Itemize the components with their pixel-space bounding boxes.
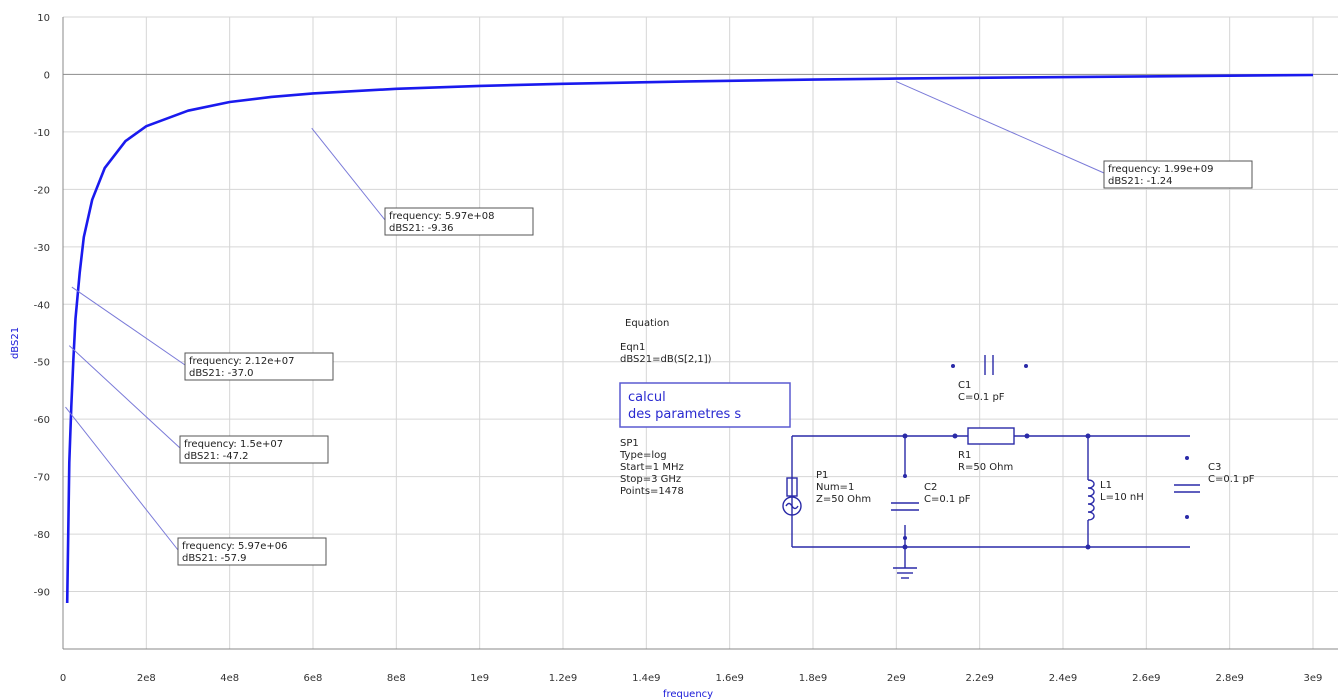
sp-stop: Stop=3 GHz <box>620 474 681 485</box>
marker-leader <box>896 81 1105 174</box>
y-tick-label: -60 <box>34 415 50 426</box>
equation-expression: dBS21=dB(S[2,1]) <box>620 354 712 365</box>
ac-source-icon <box>782 496 802 516</box>
marker-leader <box>71 286 186 366</box>
x-tick-label: 1.6e9 <box>715 673 743 684</box>
ground-icon <box>893 547 917 579</box>
marker-box <box>177 537 327 566</box>
marker-frequency: frequency: 1.99e+09 <box>1108 164 1214 175</box>
l1-name: L1 <box>1100 480 1112 491</box>
x-tick-label: 2e9 <box>887 673 906 684</box>
sp-points: Points=1478 <box>620 486 684 497</box>
marker-leader <box>311 127 386 221</box>
marker-leader <box>65 406 179 551</box>
y-tick-label: -50 <box>34 358 50 369</box>
y-tick-label: -30 <box>34 243 50 254</box>
equation-block[interactable]: Equation Eqn1 dBS21=dB(S[2,1]) <box>620 318 712 365</box>
x-tick-label: 1.8e9 <box>799 673 827 684</box>
y-tick-label: 0 <box>44 70 50 81</box>
marker-value: dBS21: -9.36 <box>389 223 454 234</box>
y-tick-label: -20 <box>34 185 50 196</box>
grid <box>62 16 1338 650</box>
capacitor-c2[interactable]: C2 C=0.1 pF <box>891 482 971 511</box>
p1-name: P1 <box>816 470 828 481</box>
c2-value: C=0.1 pF <box>924 494 971 505</box>
c1-value: C=0.1 pF <box>958 392 1005 403</box>
x-tick-label: 1.4e9 <box>632 673 660 684</box>
c3-name: C3 <box>1208 462 1221 473</box>
marker-value: dBS21: -1.24 <box>1108 176 1173 187</box>
y-tick-label: -80 <box>34 530 50 541</box>
series-layer <box>65 73 1314 604</box>
marker-box <box>384 207 534 236</box>
x-tick-label: 2.2e9 <box>965 673 993 684</box>
port-resistor-icon <box>786 477 798 497</box>
y-axis-label: dBS21 <box>10 327 21 359</box>
marker-leader <box>68 345 181 449</box>
equation-name: Eqn1 <box>620 342 645 353</box>
series-line <box>65 73 1314 604</box>
y-tick-label: 10 <box>37 13 50 24</box>
equation-title: Equation <box>625 318 669 329</box>
marker-value: dBS21: -57.9 <box>182 553 247 564</box>
r1-value: R=50 Ohm <box>958 462 1013 473</box>
inductor-icon <box>1087 479 1095 521</box>
marker-box <box>1103 160 1253 189</box>
marker-box <box>184 352 334 381</box>
marker-value: dBS21: -37.0 <box>189 368 254 379</box>
comment-line-2: des parametres s <box>628 407 741 422</box>
port-p1[interactable]: P1 Num=1 Z=50 Ohm <box>782 470 871 516</box>
marker-frequency: frequency: 1.5e+07 <box>184 439 283 450</box>
x-tick-label: 6e8 <box>304 673 323 684</box>
schematic: Equation Eqn1 dBS21=dB(S[2,1]) calcul de… <box>619 318 1255 579</box>
r1-name: R1 <box>958 450 971 461</box>
resistor-icon <box>967 427 1015 445</box>
marker-value: dBS21: -47.2 <box>184 451 249 462</box>
x-tick-label: 1e9 <box>470 673 489 684</box>
marker-frequency: frequency: 5.97e+08 <box>389 211 495 222</box>
y-tick-label: -10 <box>34 128 50 139</box>
p1-num: Num=1 <box>816 482 854 493</box>
y-tick-label: -70 <box>34 473 50 484</box>
c3-value: C=0.1 pF <box>1208 474 1255 485</box>
sp-type: Type=log <box>619 450 667 461</box>
comment-block[interactable]: calcul des parametres s <box>619 382 791 428</box>
p1-z: Z=50 Ohm <box>816 494 871 505</box>
comment-frame <box>619 382 791 428</box>
y-tick-label: -90 <box>34 588 50 599</box>
inductor-l1[interactable]: L1 L=10 nH <box>1087 479 1144 521</box>
c1-name: C1 <box>958 380 971 391</box>
x-tick-label: 2e8 <box>137 673 156 684</box>
y-tick-labels: 10 0 -10 -20 -30 -40 -50 -60 -70 -80 -90 <box>34 13 50 599</box>
x-tick-label: 0 <box>60 673 66 684</box>
junction-dots <box>902 433 1091 550</box>
x-axis-label: frequency <box>663 689 713 700</box>
comment-line-1: calcul <box>628 390 666 405</box>
capacitor-c1[interactable]: C1 C=0.1 pF <box>951 355 1028 403</box>
x-tick-label: 8e8 <box>387 673 406 684</box>
x-tick-label: 4e8 <box>220 673 239 684</box>
marker-box <box>179 435 329 464</box>
c2-name: C2 <box>924 482 937 493</box>
l1-value: L=10 nH <box>1100 492 1144 503</box>
x-tick-label: 1.2e9 <box>549 673 577 684</box>
sp-start: Start=1 MHz <box>620 462 684 473</box>
x-tick-label: 2.8e9 <box>1215 673 1243 684</box>
y-tick-label: -40 <box>34 300 50 311</box>
sp-name: SP1 <box>620 438 639 449</box>
x-tick-labels: 0 2e8 4e8 6e8 8e8 1e9 1.2e9 1.4e9 1.6e9 1.8e9 2e9 2… <box>60 673 1323 684</box>
marker-frequency: frequency: 2.12e+07 <box>189 356 295 367</box>
sp-simulation-block[interactable]: SP1 Type=log Start=1 MHz Stop=3 GHz Poin… <box>619 438 684 497</box>
marker-frequency: frequency: 5.97e+06 <box>182 541 288 552</box>
capacitor-c3[interactable]: C3 C=0.1 pF <box>1174 456 1255 519</box>
x-tick-label: 2.6e9 <box>1132 673 1160 684</box>
x-tick-label: 3e9 <box>1304 673 1323 684</box>
resistor-r1[interactable]: R1 R=50 Ohm <box>958 427 1015 473</box>
x-tick-label: 2.4e9 <box>1049 673 1077 684</box>
